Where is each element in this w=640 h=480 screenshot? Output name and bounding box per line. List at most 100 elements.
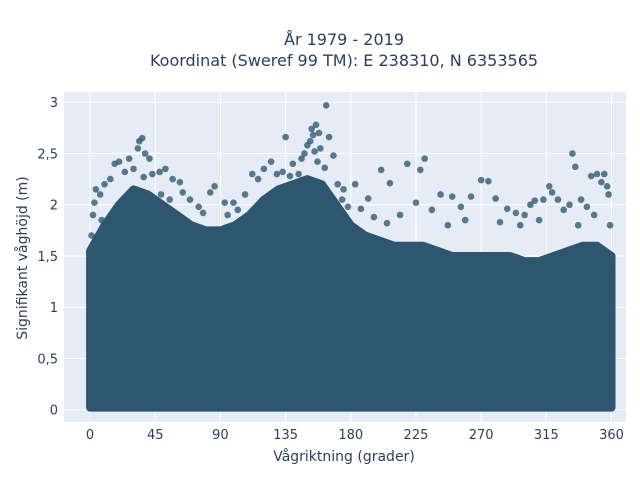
data-point [334,180,342,188]
data-point [512,209,520,217]
data-point [457,203,465,211]
data-point [89,211,97,219]
data-point [179,189,187,196]
y-tick-label: 1 [50,301,58,316]
data-point [241,191,249,198]
x-tick-label: 225 [404,428,429,443]
data-point [364,195,372,202]
data-point [125,155,133,162]
x-tick-label: 0 [86,428,94,443]
data-point [321,164,329,172]
data-point [545,182,553,190]
data-point [417,166,424,174]
data-point [317,145,324,152]
data-point [176,178,184,186]
data-point [315,129,323,137]
data-point [403,160,411,168]
data-point [301,150,308,157]
chart-title-line-2: Koordinat (Sweref 99 TM): E 238310, N 63… [150,51,538,70]
data-point [566,201,573,209]
data-point [295,170,302,178]
data-point [138,134,146,142]
x-tick-label: 90 [212,428,229,443]
data-point [306,137,314,145]
y-tick-label: 2 [50,199,58,214]
y-tick-label: 1,5 [37,250,58,265]
data-point [527,201,534,209]
data-point [383,219,391,227]
x-tick-label: 360 [599,428,624,443]
data-point [412,199,420,206]
data-point [606,221,614,229]
data-point [186,196,194,203]
data-point [357,205,365,213]
data-point [461,216,469,224]
data-point [92,186,100,193]
data-point [600,170,608,178]
data-point [569,150,576,157]
data-point [96,191,104,198]
y-axis-title: Signifikant våghöjd (m) [14,176,31,339]
data-point [322,102,330,109]
data-point [140,173,147,181]
data-point [428,206,436,214]
data-point [540,196,547,203]
data-point [492,195,499,202]
dense-data-region [86,175,616,412]
data-point [437,191,444,198]
x-tick-label: 135 [273,428,298,443]
data-point [234,206,242,214]
x-tick-label: 45 [147,428,164,443]
x-tick-label: 270 [469,428,494,443]
scatter-points [88,102,614,239]
data-point [141,150,149,157]
data-point [477,176,485,184]
data-point [199,209,207,217]
data-point [351,180,359,188]
data-point [496,218,504,226]
data-point [130,165,137,173]
y-tick-label: 3 [50,96,58,111]
data-point [221,199,229,206]
data-point [101,180,108,188]
data-point [289,160,297,168]
data-point [377,166,385,174]
data-point [206,189,214,196]
data-point [325,133,333,141]
x-axis-title: Vågriktning (grader) [273,448,415,465]
data-point [312,121,320,129]
data-point [260,165,268,173]
data-point [121,168,129,176]
data-point [521,211,528,219]
data-point [535,216,543,224]
data-point [593,170,601,178]
data-point [149,170,156,178]
data-point [156,168,163,176]
data-point [273,170,281,178]
data-point [230,199,237,206]
data-point [598,178,605,186]
data-point [267,158,275,165]
data-point [309,131,317,139]
data-point [583,203,591,211]
data-point [344,203,352,211]
data-point [590,211,598,219]
data-point [308,125,315,133]
data-point [254,175,262,183]
data-point [98,216,105,224]
data-point [548,189,556,196]
data-point [314,158,321,165]
data-point [370,213,378,221]
data-point [467,193,475,200]
data-point [157,191,165,198]
data-point [107,175,114,183]
data-point [166,196,174,203]
data-point [279,168,287,176]
data-point [211,182,218,190]
tick-labels: 0 45 90 135 180 225 270 315 360 0 0,5 1 1,5 2 2,5 3 [37,96,624,443]
data-point [169,175,176,183]
data-point [386,179,394,187]
data-point [503,205,511,213]
data-point [448,193,456,200]
